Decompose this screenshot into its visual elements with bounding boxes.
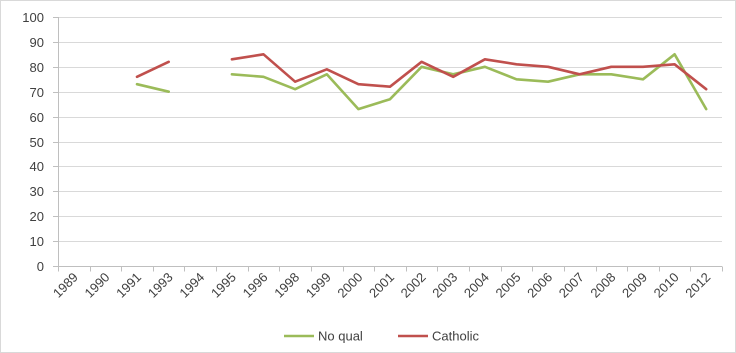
x-tick-label: 2005 <box>493 270 524 301</box>
series-lines <box>135 52 708 111</box>
y-tick-label: 50 <box>30 135 44 150</box>
y-tick-label: 40 <box>30 159 44 174</box>
x-tick-label: 2012 <box>682 270 713 301</box>
series-line-segment <box>135 82 170 93</box>
series-line-segment <box>230 52 708 111</box>
y-tick-label: 10 <box>30 234 44 249</box>
legend-item: Catholic <box>398 329 479 344</box>
series-catholic <box>135 52 708 91</box>
series-line-segment <box>135 60 170 79</box>
y-tick-label: 80 <box>30 60 44 75</box>
x-tick-label: 1995 <box>208 270 239 301</box>
gridlines <box>58 17 722 242</box>
x-tick-label: 2010 <box>651 270 682 301</box>
legend-label: Catholic <box>432 329 479 344</box>
x-tick-label: 2006 <box>524 270 555 301</box>
x-tick-label: 1989 <box>50 270 81 301</box>
x-tick-label: 2009 <box>619 270 650 301</box>
legend-item: No qual <box>284 329 363 344</box>
x-tick-label: 2001 <box>366 270 397 301</box>
x-tick-labels: 1989 1990 1991 1993 1994 1995 1996 1998 1999 2000… <box>50 270 713 301</box>
series-line-segment <box>230 52 708 91</box>
x-tick-label: 1991 <box>113 270 144 301</box>
legend-label: No qual <box>318 329 363 344</box>
y-tick-label: 70 <box>30 85 44 100</box>
x-tick-label: 1994 <box>176 270 207 301</box>
x-tick-label: 2003 <box>429 270 460 301</box>
y-tick-label: 0 <box>37 259 44 274</box>
x-tick-label: 2004 <box>461 270 492 301</box>
x-tick-label: 2002 <box>398 270 429 301</box>
x-tick-label: 1998 <box>271 270 302 301</box>
y-tick-label: 100 <box>22 10 44 25</box>
x-tick-label: 2000 <box>334 270 365 301</box>
y-tick-label: 20 <box>30 209 44 224</box>
x-tick-label: 2007 <box>556 270 587 301</box>
y-tick-label: 30 <box>30 184 44 199</box>
y-tick-label: 90 <box>30 35 44 50</box>
legend: No qual Catholic <box>284 329 479 344</box>
y-tick-label: 60 <box>30 110 44 125</box>
series-no-qual <box>135 52 708 111</box>
x-tick-label: 1996 <box>240 270 271 301</box>
y-tick-labels: 0 10 20 30 40 50 60 70 80 90 100 <box>22 10 44 274</box>
x-tick-label: 1999 <box>303 270 334 301</box>
x-tick-label: 1990 <box>81 270 112 301</box>
axes <box>53 17 723 272</box>
x-tick-label: 1993 <box>145 270 176 301</box>
x-tick-label: 2008 <box>587 270 618 301</box>
